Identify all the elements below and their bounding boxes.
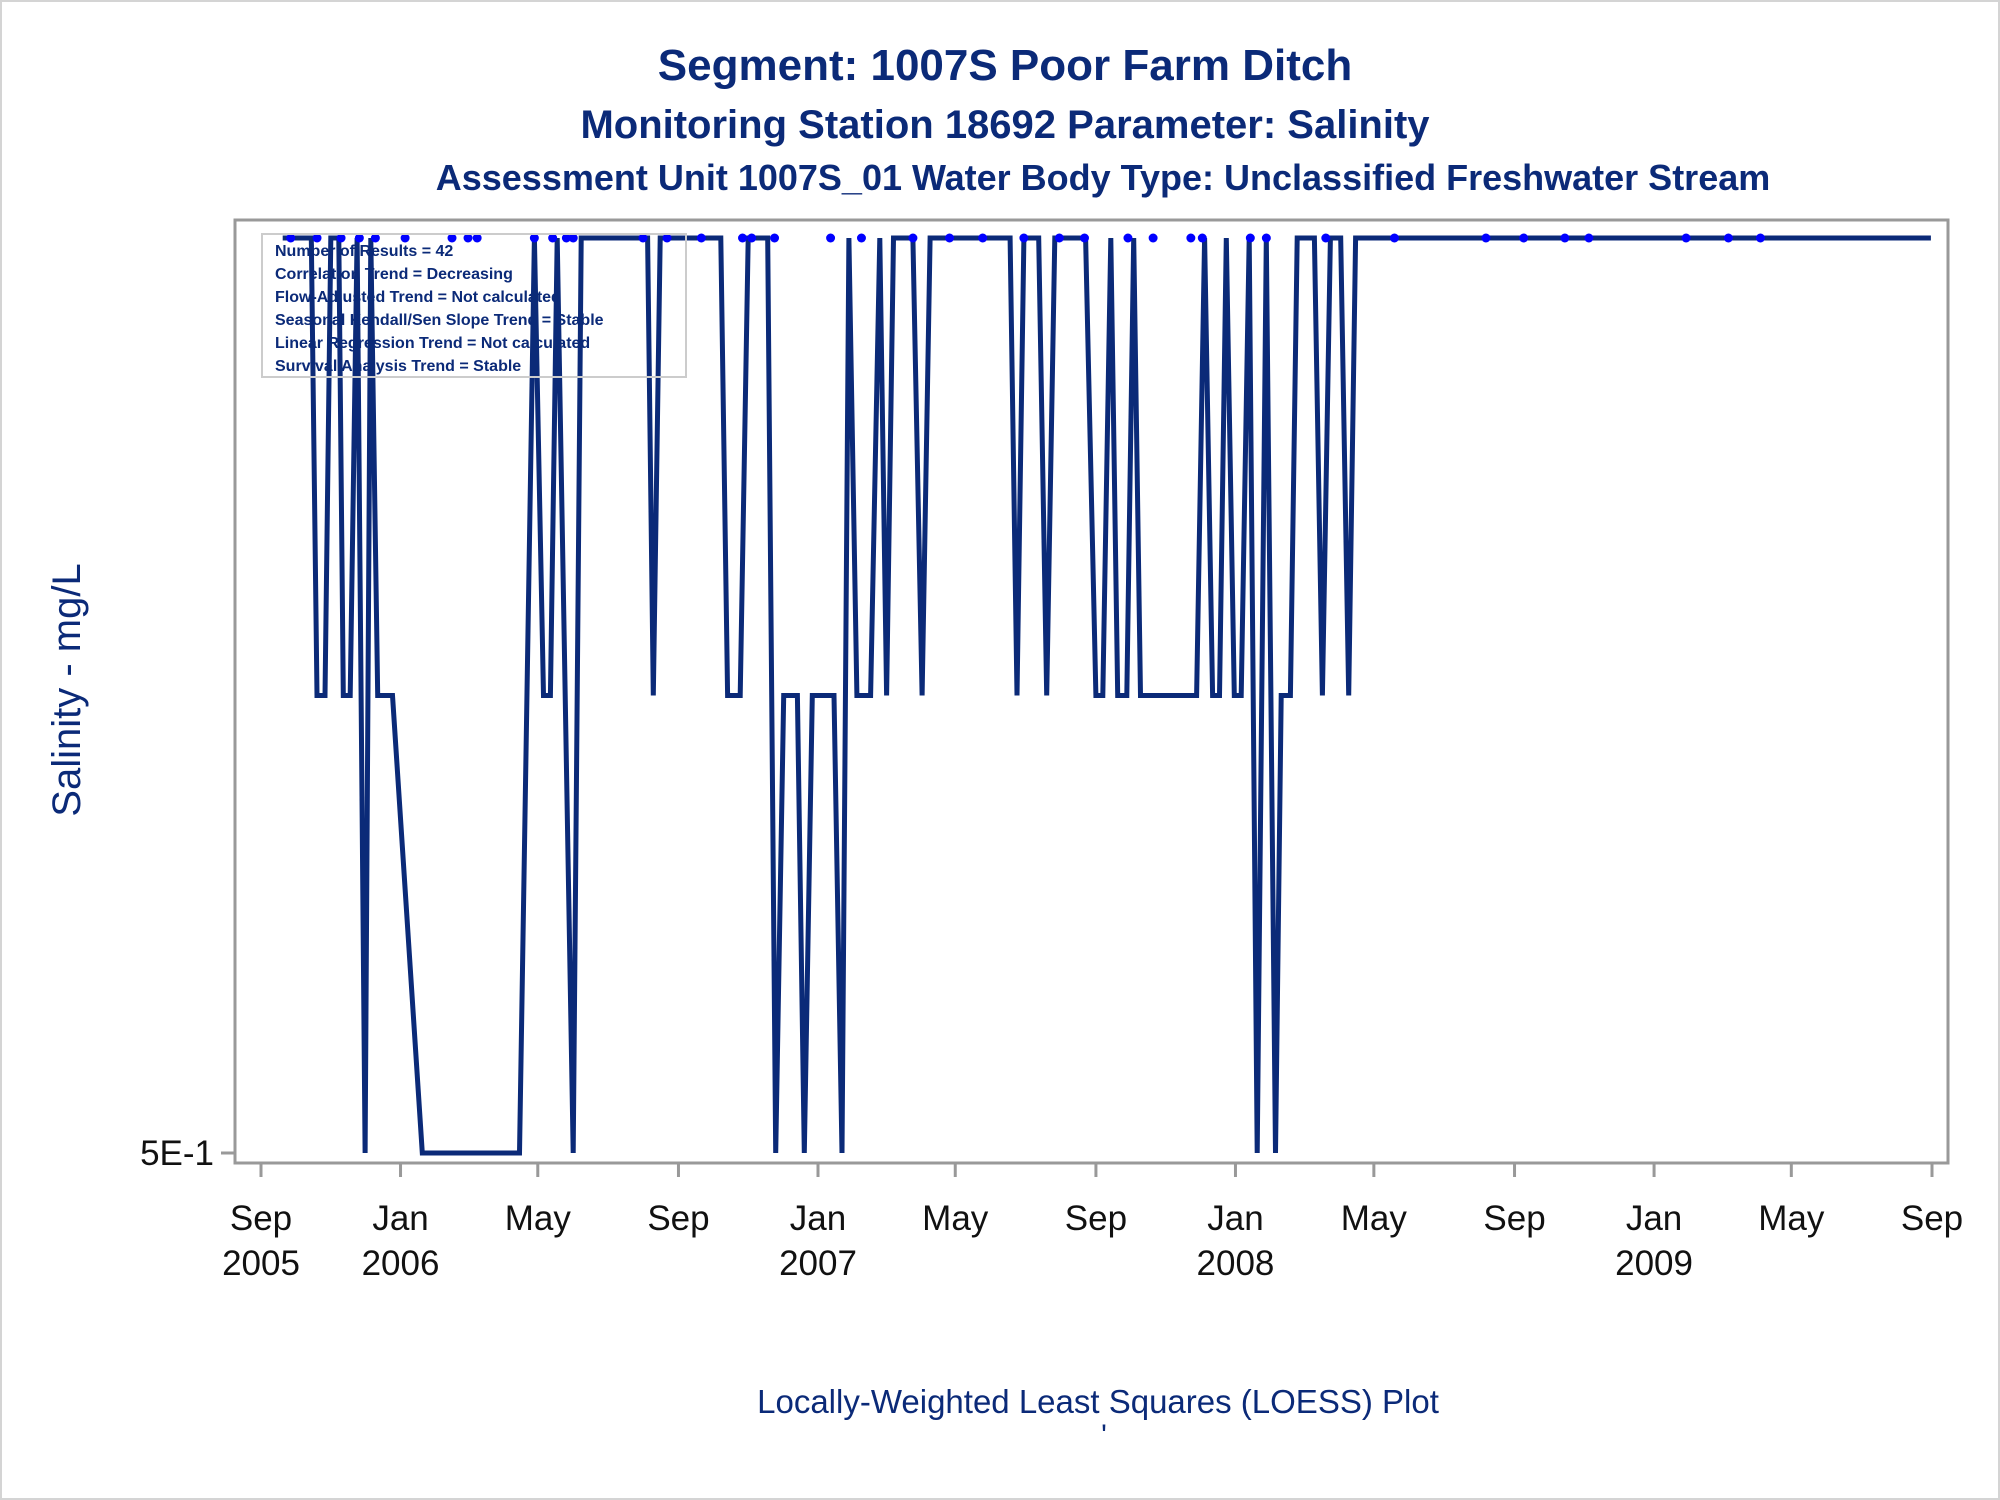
x-tick-label-month: Sep bbox=[1483, 1199, 1545, 1238]
data-point bbox=[856, 233, 866, 243]
data-point bbox=[561, 233, 571, 243]
data-point bbox=[400, 233, 410, 243]
data-point bbox=[1560, 233, 1570, 243]
x-axis: Sep 2005 Jan 2006 May Sep Jan 2007 May Sep Jan 2008… bbox=[222, 1161, 1963, 1283]
chart-subtitle-2: Assessment Unit 1007S_01 Water Body Type… bbox=[436, 157, 1771, 198]
data-point bbox=[548, 233, 558, 243]
data-point bbox=[1723, 233, 1733, 243]
points-layer bbox=[286, 233, 1765, 243]
data-point bbox=[1054, 233, 1064, 243]
x-tick-label-year: 2005 bbox=[222, 1244, 300, 1283]
legend-line: Seasonal Kendall/Sen Slope Trend = Stabl… bbox=[275, 312, 604, 329]
data-point bbox=[568, 233, 578, 243]
data-point bbox=[529, 233, 539, 243]
legend-line: Flow-Adjusted Trend = Not calculated bbox=[275, 289, 561, 306]
x-tick-label-month: Jan bbox=[372, 1199, 428, 1238]
data-point bbox=[747, 233, 757, 243]
data-point bbox=[978, 233, 988, 243]
data-point bbox=[1079, 233, 1089, 243]
x-tick-label-month: May bbox=[1341, 1199, 1408, 1238]
series-layer bbox=[282, 235, 1931, 1156]
data-point bbox=[463, 233, 473, 243]
data-point bbox=[472, 233, 482, 243]
data-point bbox=[1186, 233, 1196, 243]
data-point bbox=[1389, 233, 1399, 243]
data-point bbox=[770, 233, 780, 243]
legend: Number of Results = 42 Correlation Trend … bbox=[261, 233, 687, 378]
data-point bbox=[826, 233, 836, 243]
data-point bbox=[354, 233, 364, 243]
loess-line bbox=[282, 235, 1931, 1156]
data-point bbox=[1123, 233, 1133, 243]
data-point bbox=[286, 233, 296, 243]
data-point bbox=[447, 233, 457, 243]
data-point bbox=[1148, 233, 1158, 243]
x-tick-label-year: 2007 bbox=[779, 1244, 857, 1283]
data-point bbox=[336, 233, 346, 243]
data-point bbox=[738, 233, 748, 243]
x-tick-label-month: Jan bbox=[790, 1199, 846, 1238]
y-axis: 5E-1 bbox=[140, 1134, 235, 1173]
x-tick-label-month: Sep bbox=[1065, 1199, 1127, 1238]
y-axis-label: Salinity - mg/L bbox=[45, 563, 89, 816]
data-point bbox=[1681, 233, 1691, 243]
data-point bbox=[1197, 233, 1207, 243]
data-point bbox=[945, 233, 955, 243]
x-tick-label-month: May bbox=[505, 1199, 572, 1238]
data-point bbox=[370, 233, 380, 243]
data-point bbox=[696, 233, 706, 243]
x-tick-label-month: Jan bbox=[1207, 1199, 1263, 1238]
data-point bbox=[1519, 233, 1529, 243]
chart-subtitle: Monitoring Station 18692 Parameter: Sali… bbox=[580, 103, 1430, 147]
legend-line: Linear Regression Trend = Not calculated bbox=[275, 335, 590, 352]
y-tick-label: 5E-1 bbox=[140, 1134, 214, 1173]
data-point bbox=[662, 233, 672, 243]
x-tick-label-month: Sep bbox=[647, 1199, 709, 1238]
x-tick-label-month: Sep bbox=[230, 1199, 292, 1238]
legend-box bbox=[261, 233, 687, 378]
data-point bbox=[638, 233, 648, 243]
data-point bbox=[1755, 233, 1765, 243]
x-tick-label-month: Sep bbox=[1901, 1199, 1963, 1238]
footer-note: Locally-Weighted Least Squares (LOESS) P… bbox=[757, 1383, 1439, 1420]
data-point bbox=[908, 233, 918, 243]
x-tick-label-year: 2006 bbox=[362, 1244, 440, 1283]
x-tick-label-year: 2009 bbox=[1615, 1244, 1693, 1283]
footer-mark: ' bbox=[1101, 1419, 1107, 1452]
x-tick-label-year: 2008 bbox=[1197, 1244, 1275, 1283]
data-point bbox=[1481, 233, 1491, 243]
data-point bbox=[1019, 233, 1029, 243]
x-tick-label-month: May bbox=[922, 1199, 989, 1238]
legend-line: Correlation Trend = Decreasing bbox=[275, 266, 513, 283]
data-point bbox=[1321, 233, 1331, 243]
x-tick-label-month: May bbox=[1758, 1199, 1825, 1238]
legend-line: Number of Results = 42 bbox=[275, 243, 453, 260]
data-point bbox=[1245, 233, 1255, 243]
x-tick-label-month: Jan bbox=[1626, 1199, 1682, 1238]
data-point bbox=[1261, 233, 1271, 243]
data-point bbox=[312, 233, 322, 243]
chart-title: Segment: 1007S Poor Farm Ditch bbox=[658, 41, 1352, 90]
legend-line: Survival Analysis Trend = Stable bbox=[275, 358, 521, 375]
data-point bbox=[1584, 233, 1594, 243]
